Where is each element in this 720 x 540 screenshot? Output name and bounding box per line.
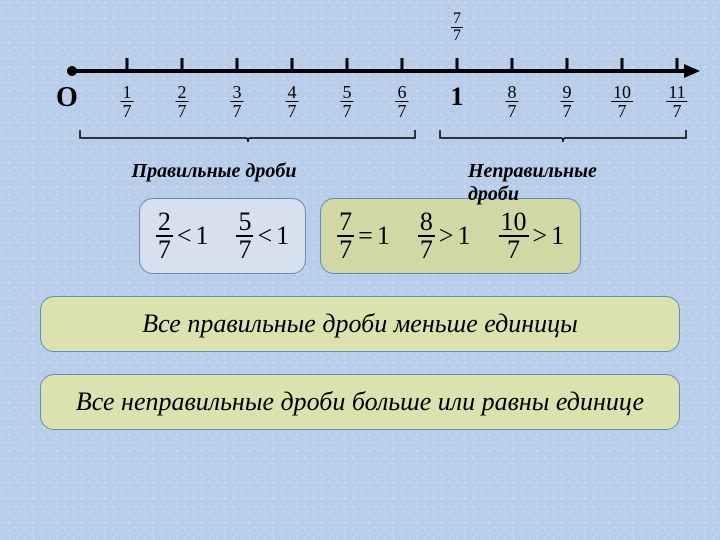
brackets-svg [20,128,700,150]
unit-label: 1 [451,82,464,112]
tick-frac: 17 [121,82,134,120]
tick-frac: 27 [176,82,189,120]
origin-label: O [56,82,78,114]
tick-frac: 117 [666,82,687,120]
top-frac-den: 7 [451,28,463,44]
improper-fractions-label: Неправильные дроби [468,160,636,206]
example-item: 77=1 [337,209,390,263]
tick-frac: 67 [396,82,409,120]
rule-improper: Все неправильные дроби больше или равны … [40,374,680,430]
tick-frac: 97 [561,82,574,120]
top-frac-num: 7 [451,11,463,28]
tick-frac: 87 [506,82,519,120]
tick-frac: 57 [341,82,354,120]
proper-fractions-label: Правильные дроби [132,160,297,183]
improper-examples-box: 77=1 87>1 107>1 [320,198,581,274]
tick-frac: 107 [611,82,633,120]
examples-row: 27<1 57<1 77=1 87>1 107>1 [20,198,700,274]
proper-examples-box: 27<1 57<1 [139,198,306,274]
example-item: 27<1 [156,209,209,263]
tick-frac: 37 [231,82,244,120]
top-fraction: 77 [451,10,463,44]
number-line: 77 O 1 17 27 37 47 57 [20,16,700,146]
rule-proper: Все правильные дроби меньше единицы [40,296,680,352]
example-item: 57<1 [236,209,289,263]
example-item: 87>1 [418,209,471,263]
tick-frac: 47 [286,82,299,120]
example-item: 107>1 [499,209,565,263]
number-line-axis [20,16,700,86]
